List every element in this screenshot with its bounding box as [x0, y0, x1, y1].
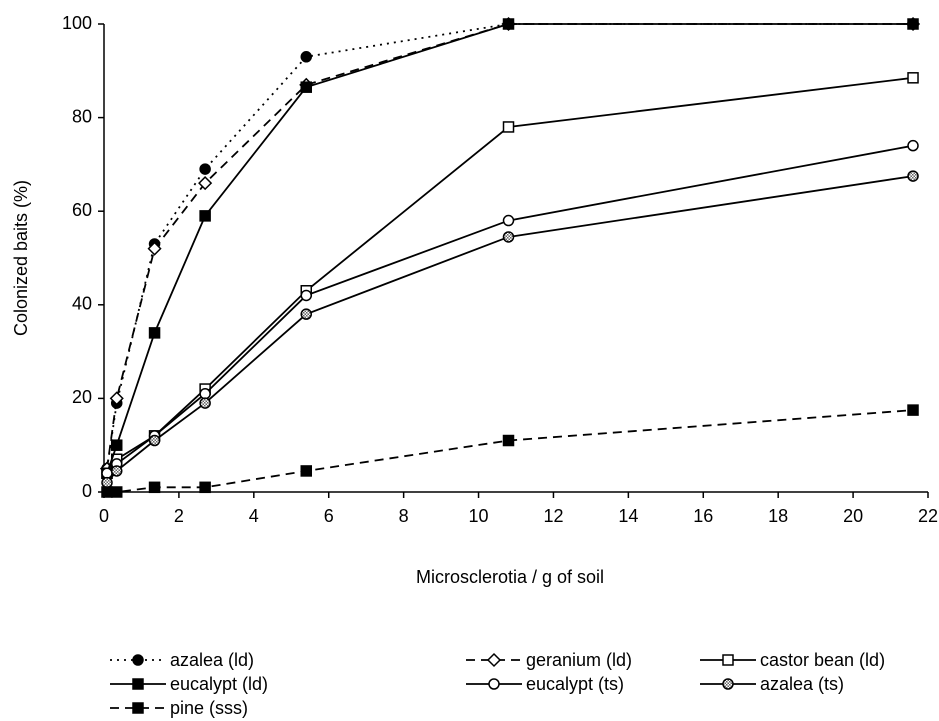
- data-point: [110, 439, 123, 451]
- x-tick-label: 18: [768, 506, 788, 526]
- series-line: [106, 23, 914, 474]
- legend-label: azalea (ld): [170, 650, 254, 670]
- legend-label: pine (sss): [170, 698, 248, 718]
- data-point: [199, 387, 211, 400]
- series-line: [106, 23, 914, 469]
- legend-label: geranium (ld): [526, 650, 632, 670]
- data-point: [148, 327, 161, 339]
- y-tick-label: 80: [72, 106, 92, 126]
- y-tick-label: 0: [82, 481, 92, 501]
- legend-marker: [722, 678, 734, 690]
- x-tick-label: 22: [918, 506, 938, 526]
- x-axis-label: Microsclerotia / g of soil: [416, 567, 604, 587]
- data-point: [147, 241, 162, 256]
- legend-marker: [132, 654, 144, 666]
- data-point: [198, 176, 213, 191]
- legend-label: eucalypt (ts): [526, 674, 624, 694]
- data-point: [101, 486, 113, 498]
- data-point: [502, 214, 515, 227]
- data-point: [148, 434, 161, 447]
- data-point: [300, 81, 313, 93]
- series-line: [106, 23, 914, 469]
- legend-marker: [722, 654, 734, 666]
- x-tick-label: 20: [843, 506, 863, 526]
- x-tick-label: 6: [324, 506, 334, 526]
- data-point: [502, 121, 515, 133]
- x-tick-label: 10: [469, 506, 489, 526]
- series-line: [106, 409, 914, 493]
- data-point: [199, 481, 211, 494]
- y-tick-label: 40: [72, 294, 92, 314]
- data-point: [502, 231, 515, 243]
- data-point: [907, 404, 919, 416]
- x-tick-label: 14: [618, 506, 638, 526]
- data-point: [907, 139, 919, 152]
- legend-marker: [132, 702, 144, 714]
- data-point: [148, 481, 161, 494]
- data-point: [300, 465, 313, 477]
- data-point: [199, 210, 211, 222]
- data-point: [199, 163, 211, 175]
- data-point: [300, 289, 313, 302]
- legend-label: castor bean (ld): [760, 650, 885, 670]
- x-tick-label: 16: [693, 506, 713, 526]
- legend-marker: [486, 652, 502, 668]
- y-tick-label: 100: [62, 13, 92, 33]
- y-tick-label: 20: [72, 387, 92, 407]
- data-point: [101, 476, 113, 489]
- x-tick-label: 0: [99, 506, 109, 526]
- data-point: [502, 434, 515, 447]
- data-point: [101, 467, 113, 480]
- data-point: [110, 465, 123, 477]
- x-tick-label: 2: [174, 506, 184, 526]
- data-point: [907, 72, 919, 84]
- data-point: [907, 170, 919, 182]
- legend-marker: [132, 678, 144, 690]
- data-point: [109, 391, 124, 406]
- data-point: [907, 18, 919, 30]
- data-point: [110, 486, 123, 498]
- legend-marker: [488, 678, 500, 690]
- x-tick-label: 12: [543, 506, 563, 526]
- y-tick-label: 60: [72, 200, 92, 220]
- data-point: [300, 308, 313, 320]
- legend-label: azalea (ts): [760, 674, 844, 694]
- x-tick-label: 4: [249, 506, 259, 526]
- series-line: [106, 76, 914, 474]
- x-tick-label: 8: [399, 506, 409, 526]
- y-axis-label: Colonized baits (%): [11, 180, 31, 336]
- data-point: [502, 18, 515, 30]
- data-point: [300, 51, 313, 63]
- legend-label: eucalypt (ld): [170, 674, 268, 694]
- data-point: [199, 397, 211, 409]
